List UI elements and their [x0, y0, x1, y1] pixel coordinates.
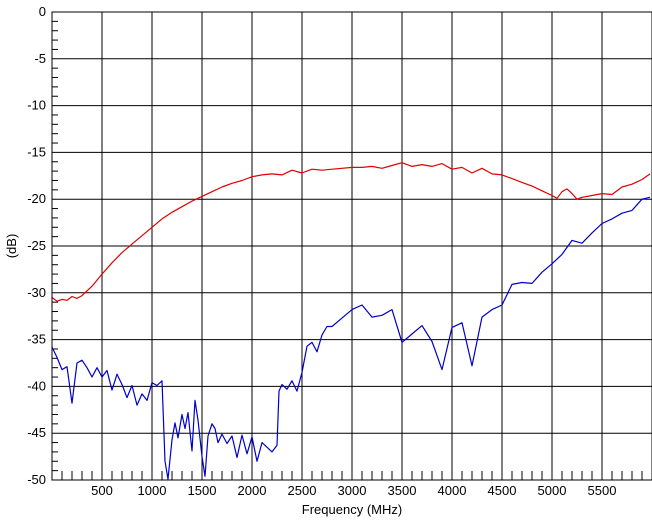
- plot-frame: [51, 11, 652, 481]
- x-tick-label: 4000: [438, 483, 467, 498]
- x-tick-label: 3500: [388, 483, 417, 498]
- y-tick-label: 0: [39, 4, 46, 19]
- series-line-blue: [51, 196, 651, 480]
- minor-ticks: [52, 20, 643, 480]
- y-tick-label: -15: [27, 144, 46, 159]
- tick-labels: 500 1000 1500 2000 2500 3000 3500 4000 4500 5000 5…: [27, 4, 616, 498]
- y-tick-label: -25: [27, 238, 46, 253]
- y-tick-label: -45: [27, 425, 46, 440]
- x-tick-label: 1000: [138, 483, 167, 498]
- y-axis-label: (dB): [4, 234, 19, 259]
- y-tick-label: -10: [27, 98, 46, 113]
- series-layer: [51, 162, 651, 480]
- y-tick-label: -35: [27, 332, 46, 347]
- y-tick-label: -20: [27, 191, 46, 206]
- x-tick-label: 5500: [588, 483, 617, 498]
- y-tick-label: -30: [27, 285, 46, 300]
- x-tick-label: 5000: [538, 483, 567, 498]
- x-tick-label: 3000: [338, 483, 367, 498]
- x-axis-label: Frequency (MHz): [302, 502, 402, 517]
- x-tick-label: 2000: [238, 483, 267, 498]
- y-tick-label: -50: [27, 472, 46, 487]
- series-line-red: [51, 162, 651, 302]
- x-tick-label: 4500: [488, 483, 517, 498]
- grid: [52, 12, 652, 480]
- x-tick-label: 2500: [288, 483, 317, 498]
- y-tick-label: -5: [34, 51, 46, 66]
- y-tick-label: -40: [27, 378, 46, 393]
- x-tick-label: 1500: [188, 483, 217, 498]
- x-tick-label: 500: [91, 483, 113, 498]
